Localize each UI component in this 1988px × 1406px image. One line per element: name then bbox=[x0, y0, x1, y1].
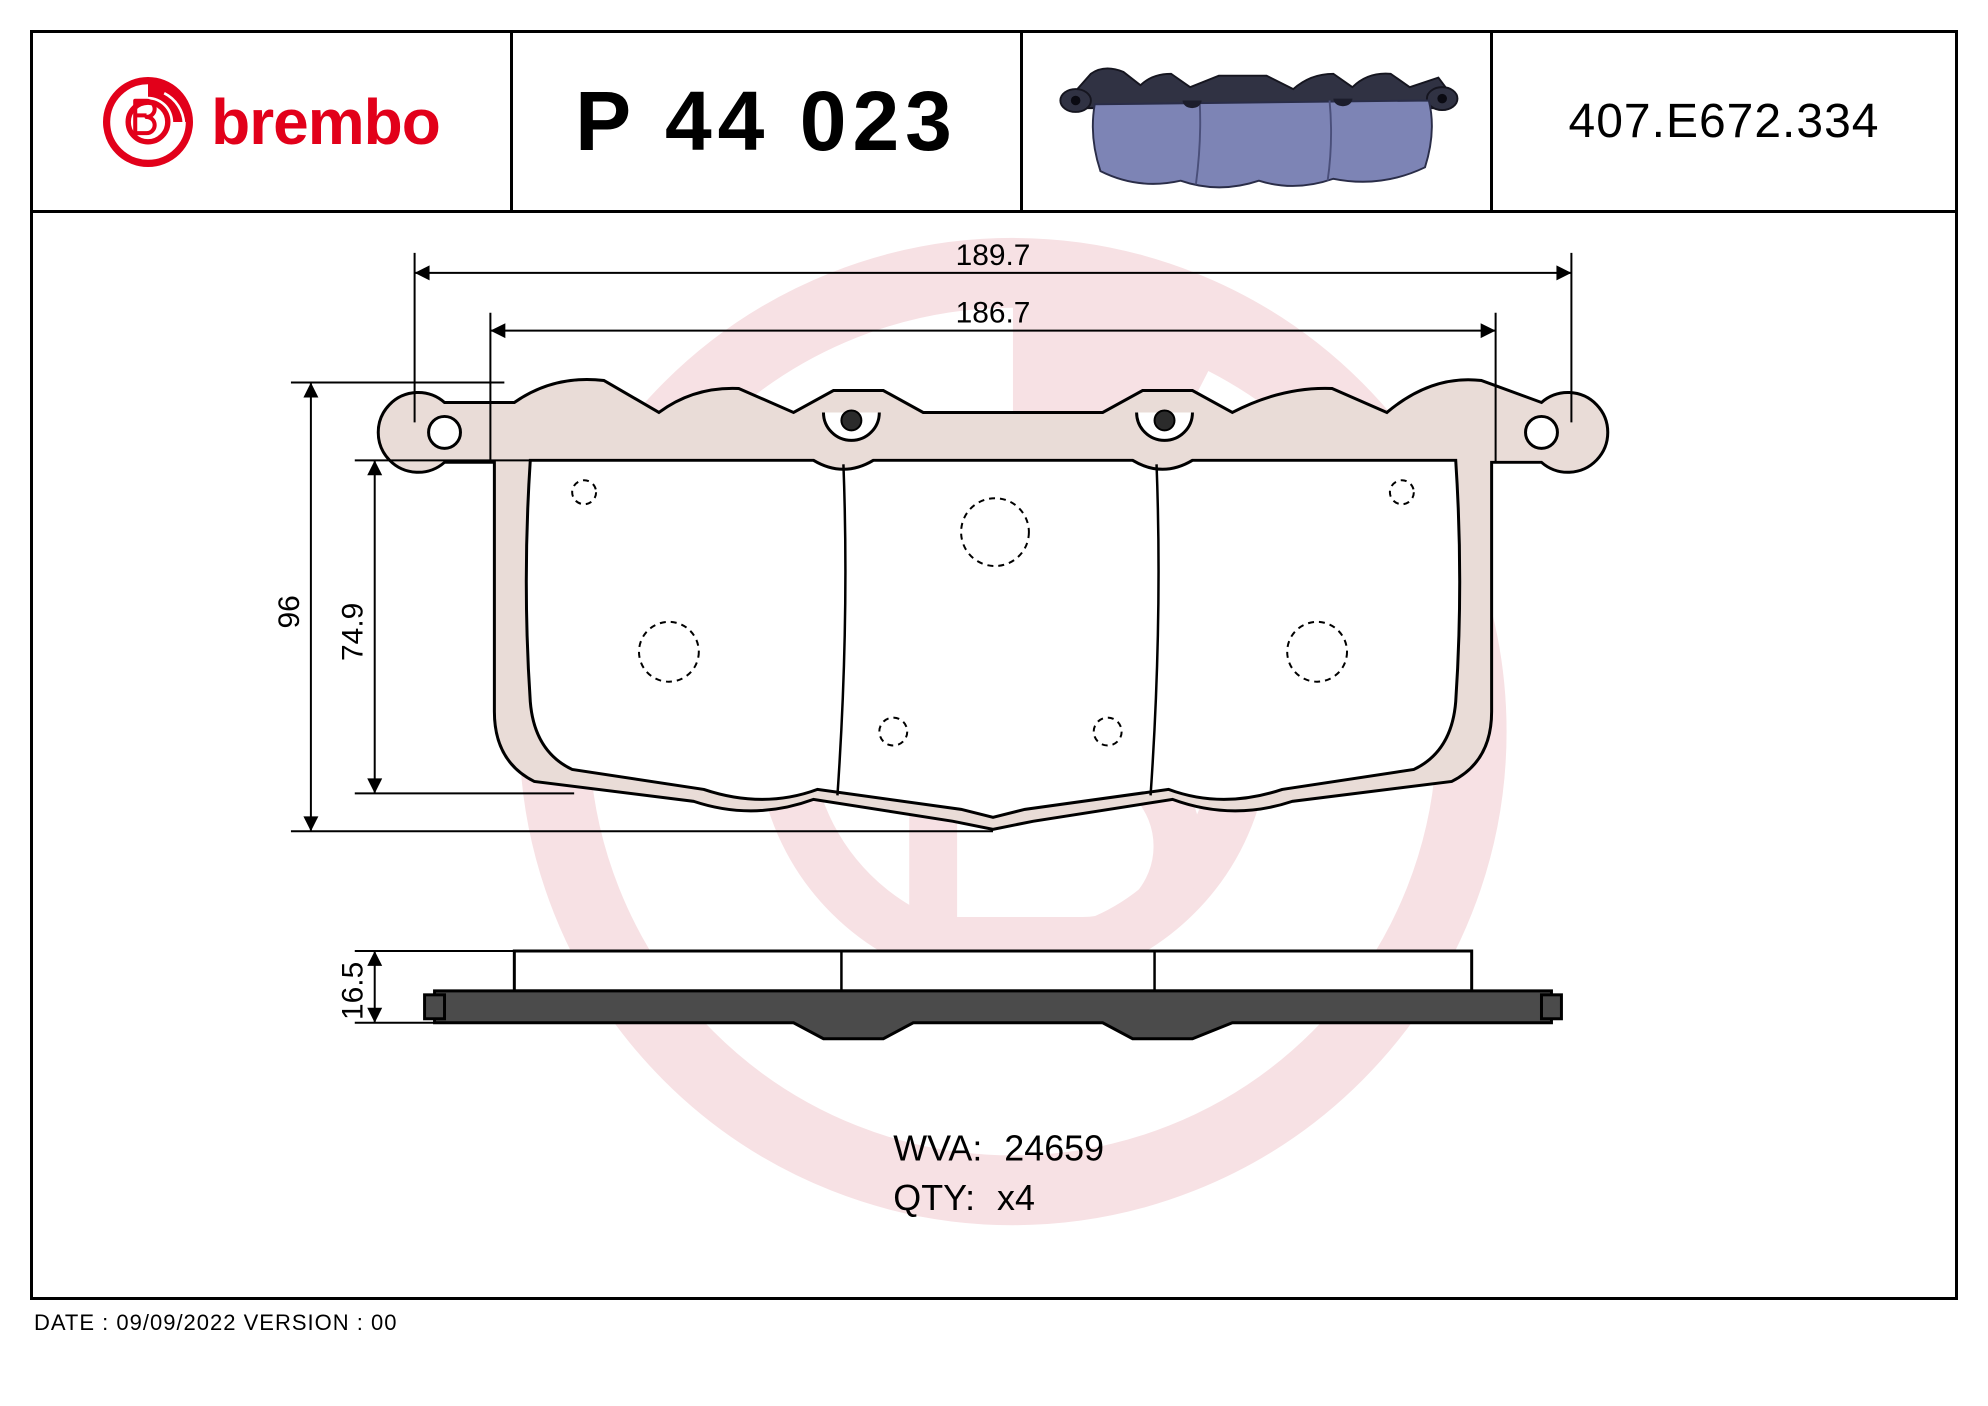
part-number-cell: P 44 023 bbox=[513, 33, 1023, 210]
wva-label: WVA: bbox=[893, 1128, 982, 1168]
footer-date-label: DATE : bbox=[34, 1310, 109, 1335]
brand-cell: brembo bbox=[33, 33, 513, 210]
drawing-sheet: brembo P 44 023 bbox=[20, 20, 1968, 1360]
header-row: brembo P 44 023 bbox=[33, 33, 1955, 213]
dim-inner-width: 186.7 bbox=[956, 297, 1031, 330]
footer-version-label: VERSION : bbox=[244, 1310, 364, 1335]
render-cell bbox=[1023, 33, 1493, 210]
dim-thickness: 16.5 bbox=[337, 962, 370, 1020]
brembo-logo: brembo bbox=[103, 77, 440, 167]
reference-code-cell: 407.E672.334 bbox=[1493, 33, 1955, 210]
reference-code: 407.E672.334 bbox=[1569, 94, 1880, 149]
dim-overall-width: 189.7 bbox=[956, 239, 1031, 272]
frame: brembo P 44 023 bbox=[30, 30, 1958, 1300]
dim-pad-height: 74.9 bbox=[337, 603, 370, 661]
pad-3d-render-icon bbox=[1047, 44, 1467, 199]
qty-label: QTY: bbox=[893, 1178, 975, 1218]
part-number: P 44 023 bbox=[575, 73, 958, 170]
footer-version: 00 bbox=[371, 1310, 397, 1335]
qty-value: x4 bbox=[997, 1178, 1035, 1218]
svg-text:QTY: x4: QTY: x4 bbox=[893, 1178, 1035, 1218]
technical-drawing: 189.7 186.7 96 74.9 bbox=[33, 213, 1955, 1297]
pad-front-view bbox=[378, 379, 1608, 829]
brembo-logo-icon bbox=[103, 77, 193, 167]
dim-overall-height: 96 bbox=[273, 595, 306, 628]
brand-name: brembo bbox=[211, 85, 440, 159]
footer: DATE : 09/09/2022 VERSION : 00 bbox=[34, 1310, 397, 1336]
footer-date: 09/09/2022 bbox=[116, 1310, 236, 1335]
wva-value: 24659 bbox=[1004, 1128, 1104, 1168]
drawing-body: 189.7 186.7 96 74.9 bbox=[33, 213, 1955, 1297]
